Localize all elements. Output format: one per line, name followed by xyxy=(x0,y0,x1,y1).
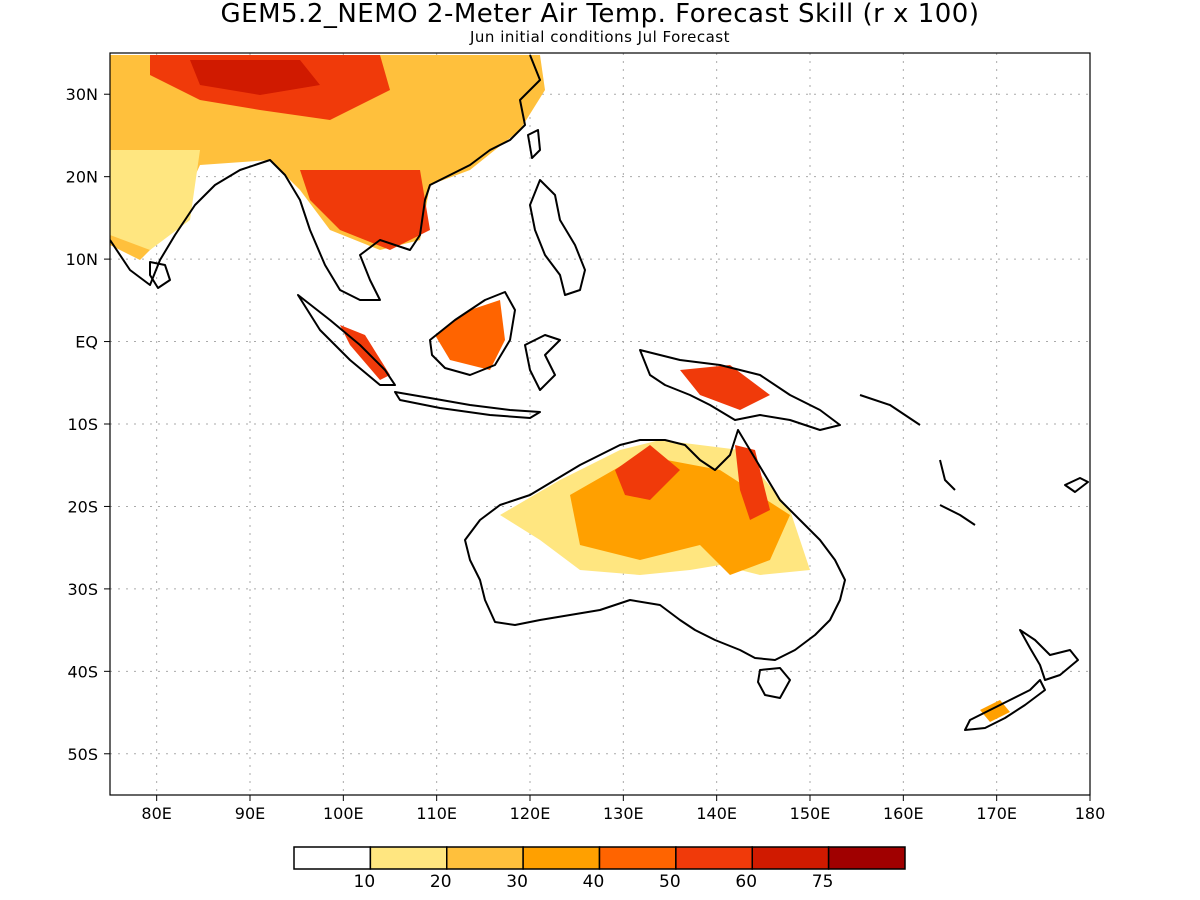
skill-region-asia xyxy=(110,55,545,260)
skill-region-borneo xyxy=(435,300,505,370)
x-tick-label: 110E xyxy=(416,804,457,823)
coastline-fiji xyxy=(1064,477,1089,493)
y-tick-label: EQ xyxy=(75,333,98,352)
coastline-sulawesi xyxy=(524,334,561,391)
coastline-java xyxy=(394,391,541,419)
x-tick-label: 180 xyxy=(1075,804,1106,823)
x-axis-ticks: 80E 90E 100E 110E 120E 130E 140E 150E 160E 170E 18… xyxy=(141,795,1105,823)
map-subtitle: Jun initial conditions Jul Forecast xyxy=(470,28,730,46)
y-tick-label: 20N xyxy=(66,168,98,187)
coastline-vanuatu xyxy=(939,459,956,491)
coastline-philippines xyxy=(529,179,586,296)
coastline-new-guinea xyxy=(639,349,841,431)
skill-region-cape-york xyxy=(735,445,770,520)
coastline-nz-south xyxy=(964,679,1046,731)
x-tick-label: 90E xyxy=(235,804,265,823)
colorbar-label: 30 xyxy=(506,872,528,892)
skill-region-indochina xyxy=(300,170,430,250)
colorbar-label: 20 xyxy=(430,872,452,892)
map-gridlines xyxy=(110,53,1091,795)
x-tick-label: 160E xyxy=(883,804,924,823)
colorbar-label: 50 xyxy=(659,872,681,892)
skill-region-new-guinea xyxy=(680,365,770,410)
y-tick-label: 10N xyxy=(66,250,98,269)
skill-region-new-zealand xyxy=(980,700,1010,722)
coastline-nz-north xyxy=(1019,629,1079,681)
colorbar-swatch xyxy=(598,846,677,870)
coastline-solomons xyxy=(859,394,921,426)
skill-region-australia-north xyxy=(615,445,680,500)
x-tick-label: 80E xyxy=(141,804,171,823)
x-tick-label: 130E xyxy=(603,804,644,823)
colorbar-swatch xyxy=(751,846,830,870)
skill-shading xyxy=(110,55,1010,722)
x-tick-label: 100E xyxy=(323,804,364,823)
colorbar-swatch xyxy=(675,846,753,870)
colorbar-label: 10 xyxy=(354,872,376,892)
y-tick-label: 20S xyxy=(67,497,98,516)
y-tick-label: 40S xyxy=(67,662,98,681)
x-tick-label: 170E xyxy=(976,804,1017,823)
y-tick-label: 10S xyxy=(67,415,98,434)
colorbar-swatch xyxy=(369,846,448,870)
coastline-borneo xyxy=(429,291,516,376)
x-tick-label: 150E xyxy=(790,804,831,823)
colorbar-label: 60 xyxy=(735,872,757,892)
y-tick-label: 30N xyxy=(66,85,98,104)
skill-region-india xyxy=(110,150,200,250)
coastline-taiwan xyxy=(527,129,541,159)
x-tick-label: 120E xyxy=(510,804,551,823)
coastline-sri-lanka xyxy=(149,261,171,289)
coastline-new-caledonia xyxy=(939,504,976,526)
colorbar-swatch xyxy=(293,846,372,870)
coastline-sumatra xyxy=(297,294,396,386)
coastline-tasmania xyxy=(757,667,791,699)
coastline-asia xyxy=(110,54,541,301)
skill-region-asia-core xyxy=(190,60,320,95)
colorbar-swatch xyxy=(522,846,601,870)
coastlines xyxy=(110,54,1089,731)
map-title: GEM5.2_NEMO 2-Meter Air Temp. Forecast S… xyxy=(220,0,980,29)
colorbar: 10 20 30 40 50 60 75 xyxy=(293,846,906,892)
colorbar-label: 75 xyxy=(812,872,834,892)
y-tick-label: 30S xyxy=(67,580,98,599)
colorbar-swatch xyxy=(446,846,524,870)
coastline-australia xyxy=(464,429,846,661)
colorbar-swatch xyxy=(827,846,906,870)
y-axis-ticks: 30N 20N 10N EQ 10S 20S 30S 40S 50S xyxy=(66,85,110,764)
colorbar-label: 40 xyxy=(583,872,605,892)
x-tick-label: 140E xyxy=(696,804,737,823)
y-tick-label: 50S xyxy=(67,745,98,764)
